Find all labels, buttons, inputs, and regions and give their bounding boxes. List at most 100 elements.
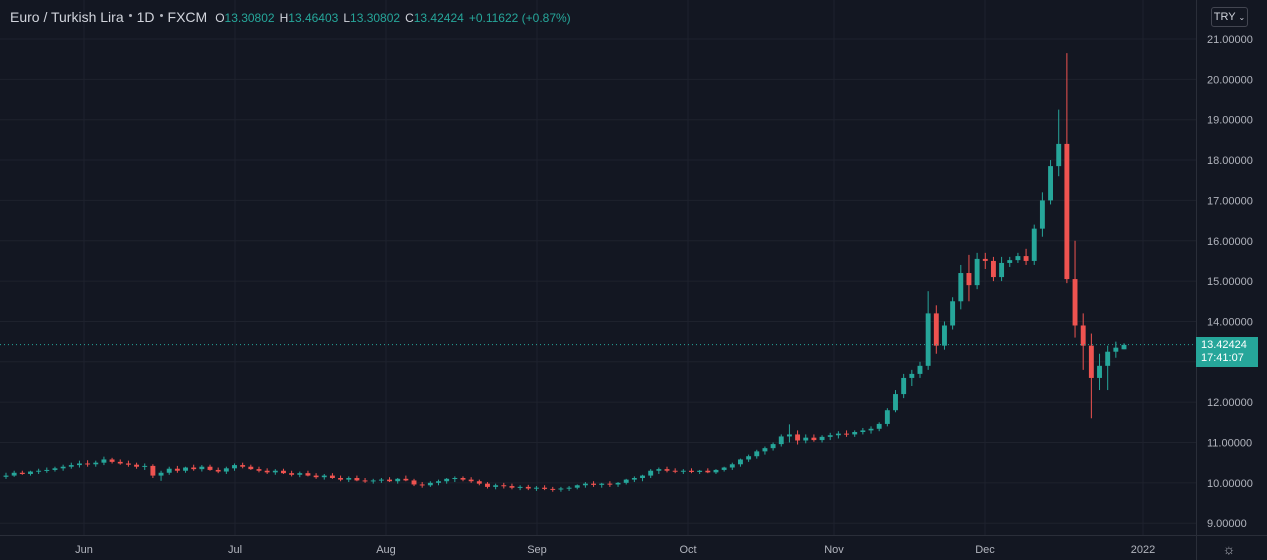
candle-body: [558, 488, 564, 490]
y-tick-label: 20.00000: [1207, 74, 1253, 86]
candle: [950, 297, 956, 330]
candle: [827, 432, 833, 441]
open-value: 13.30802: [224, 11, 275, 25]
last-price-value: 13.42424: [1201, 339, 1247, 351]
candle: [256, 466, 262, 473]
candle-body: [795, 434, 801, 441]
x-tick-label: Jun: [75, 544, 93, 556]
candle: [656, 467, 662, 474]
candle: [1007, 256, 1013, 267]
price-axis[interactable]: 21.00000 20.00000 19.00000 18.00000 17.00000…: [1207, 34, 1253, 530]
candle: [11, 470, 17, 477]
candle: [933, 305, 939, 354]
candle-body: [966, 273, 972, 286]
candle: [199, 465, 205, 472]
candles-layer: [3, 53, 1127, 492]
candle-body: [321, 475, 327, 478]
x-tick-label: Oct: [679, 544, 696, 556]
x-tick-label: Aug: [376, 544, 396, 556]
candle-body: [623, 479, 629, 483]
candle: [329, 473, 335, 479]
candle-body: [493, 485, 499, 487]
candle-body: [142, 465, 148, 467]
candle-body: [1031, 228, 1037, 261]
gear-icon[interactable]: ☼: [1222, 541, 1236, 557]
countdown: 17:41:07: [1201, 352, 1244, 364]
candle: [150, 464, 156, 479]
currency-selector[interactable]: TRY ⌄: [1211, 7, 1248, 27]
candle-body: [452, 478, 458, 480]
candle: [158, 470, 164, 481]
candle: [493, 483, 499, 490]
candle-body: [631, 478, 637, 480]
candle: [1088, 333, 1094, 419]
y-tick-label: 17.00000: [1207, 195, 1253, 207]
candle: [852, 430, 858, 437]
candle-body: [329, 475, 335, 479]
candle-body: [746, 456, 752, 460]
candle: [191, 464, 197, 471]
candle: [876, 422, 882, 432]
candle: [893, 390, 898, 413]
candle-body: [876, 423, 882, 429]
candle: [387, 477, 392, 483]
candle: [1031, 224, 1037, 265]
candle-body: [933, 313, 939, 346]
candle-body: [811, 437, 817, 441]
candle-body: [354, 478, 360, 481]
candle: [52, 466, 58, 472]
candle-body: [860, 430, 866, 433]
candle: [803, 434, 809, 444]
candle-body: [101, 459, 107, 463]
candle-body: [44, 469, 50, 471]
candle-body: [827, 435, 833, 437]
candle: [835, 431, 841, 439]
candle: [460, 476, 466, 482]
candle: [925, 291, 931, 370]
candle-body: [60, 466, 66, 469]
candle-body: [819, 436, 825, 441]
candle-body: [199, 466, 205, 470]
candle-body: [134, 464, 140, 467]
candle: [452, 476, 458, 483]
candle: [501, 482, 507, 489]
candle: [729, 462, 735, 470]
candle-body: [574, 485, 580, 488]
candle-body: [76, 463, 82, 466]
candle-body: [1080, 325, 1086, 346]
candle: [3, 472, 9, 479]
time-axis[interactable]: Jun Jul Aug Sep Oct Nov Dec 2022: [75, 544, 1155, 556]
candle-body: [52, 468, 58, 470]
candle: [1080, 313, 1086, 370]
candle: [999, 256, 1005, 282]
candle: [909, 369, 915, 387]
candle: [338, 475, 344, 482]
low-label: L: [343, 11, 351, 25]
last-price-tag: 13.42424 17:41:07: [1196, 337, 1258, 367]
candle: [901, 373, 907, 399]
candle-body: [582, 483, 588, 486]
candle-body: [901, 377, 907, 395]
candle: [1039, 192, 1045, 237]
candle: [101, 456, 107, 466]
candle-body: [754, 451, 760, 457]
candle: [313, 473, 319, 479]
candle: [990, 256, 996, 282]
symbol-title[interactable]: Euro / Turkish Lira 1D FXCM: [10, 9, 207, 25]
candle: [746, 454, 752, 462]
change-value: +0.11622 (+0.87%): [468, 11, 571, 25]
candle: [232, 463, 237, 471]
candle-body: [460, 478, 466, 480]
candle-body: [517, 486, 523, 488]
candle-body: [387, 479, 392, 482]
candle: [697, 469, 703, 474]
candle-body: [884, 410, 890, 424]
candle-body: [680, 470, 686, 472]
candle-body: [427, 482, 433, 486]
y-tick-label: 12.00000: [1207, 397, 1253, 409]
candle: [485, 482, 490, 489]
candle-body: [672, 470, 678, 472]
candle: [868, 426, 874, 434]
candle-body: [974, 258, 980, 286]
